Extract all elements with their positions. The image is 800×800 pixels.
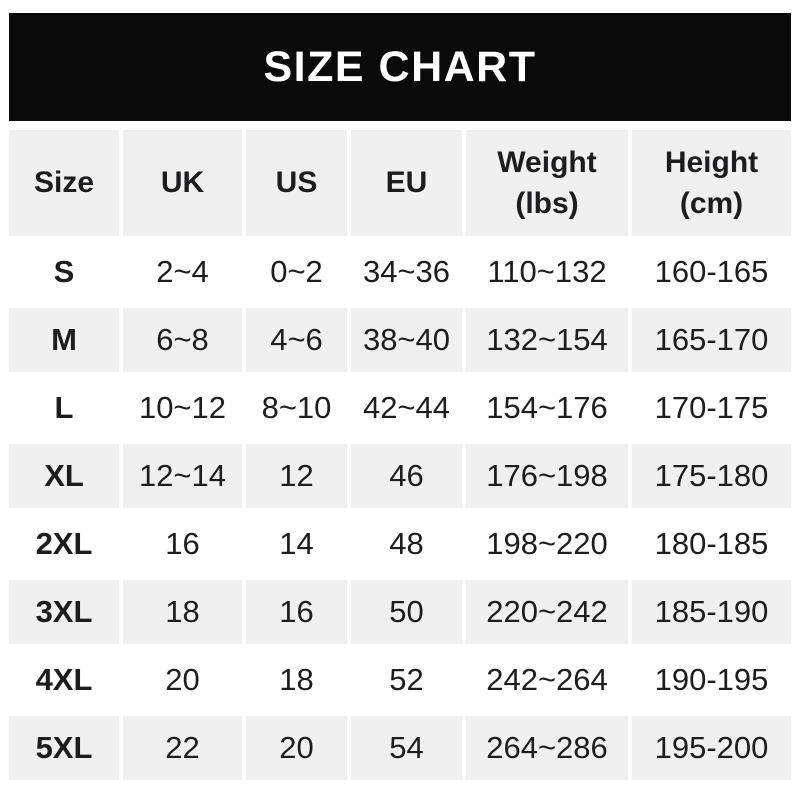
cell-uk: 2~4 xyxy=(123,240,242,304)
cell-eu: 46 xyxy=(351,444,462,508)
cell-eu: 38~40 xyxy=(351,308,462,372)
cell-eu: 52 xyxy=(351,648,462,712)
cell-us: 16 xyxy=(246,580,347,644)
cell-us: 8~10 xyxy=(246,376,347,440)
cell-height: 165-170 xyxy=(632,308,791,372)
column-header-size: Size xyxy=(9,130,119,236)
table-row-4xl: 4XL 20 18 52 242~264 190-195 xyxy=(9,648,791,712)
column-header-us: US xyxy=(246,130,347,236)
cell-height: 170-175 xyxy=(632,376,791,440)
cell-height: 195-200 xyxy=(632,716,791,780)
cell-size: L xyxy=(9,376,119,440)
cell-weight: 132~154 xyxy=(466,308,628,372)
cell-us: 18 xyxy=(246,648,347,712)
table-row-3xl: 3XL 18 16 50 220~242 185-190 xyxy=(9,580,791,644)
cell-height: 175-180 xyxy=(632,444,791,508)
cell-us: 0~2 xyxy=(246,240,347,304)
cell-weight: 242~264 xyxy=(466,648,628,712)
cell-uk: 18 xyxy=(123,580,242,644)
cell-us: 14 xyxy=(246,512,347,576)
table-header-row: Size UK US EU Weight (lbs) Height (cm) xyxy=(9,130,791,236)
table-row-5xl: 5XL 22 20 54 264~286 195-200 xyxy=(9,716,791,780)
column-header-eu: EU xyxy=(351,130,462,236)
cell-us: 12 xyxy=(246,444,347,508)
cell-height: 185-190 xyxy=(632,580,791,644)
cell-weight: 110~132 xyxy=(466,240,628,304)
page-title: SIZE CHART xyxy=(263,42,537,91)
table-row-l: L 10~12 8~10 42~44 154~176 170-175 xyxy=(9,376,791,440)
cell-size: 2XL xyxy=(9,512,119,576)
cell-size: XL xyxy=(9,444,119,508)
column-header-uk: UK xyxy=(123,130,242,236)
cell-eu: 50 xyxy=(351,580,462,644)
cell-weight: 264~286 xyxy=(466,716,628,780)
cell-eu: 54 xyxy=(351,716,462,780)
cell-height: 180-185 xyxy=(632,512,791,576)
cell-size: 3XL xyxy=(9,580,119,644)
cell-uk: 16 xyxy=(123,512,242,576)
cell-eu: 34~36 xyxy=(351,240,462,304)
cell-eu: 42~44 xyxy=(351,376,462,440)
cell-uk: 6~8 xyxy=(123,308,242,372)
table-row-m: M 6~8 4~6 38~40 132~154 165-170 xyxy=(9,308,791,372)
cell-eu: 48 xyxy=(351,512,462,576)
cell-height: 190-195 xyxy=(632,648,791,712)
cell-us: 20 xyxy=(246,716,347,780)
cell-size: 5XL xyxy=(9,716,119,780)
cell-height: 160-165 xyxy=(632,240,791,304)
size-chart-table: Size UK US EU Weight (lbs) Height (cm) S 2… xyxy=(5,126,795,784)
table-row-xl: XL 12~14 12 46 176~198 175-180 xyxy=(9,444,791,508)
cell-us: 4~6 xyxy=(246,308,347,372)
cell-size: M xyxy=(9,308,119,372)
cell-uk: 20 xyxy=(123,648,242,712)
cell-size: 4XL xyxy=(9,648,119,712)
column-header-weight: Weight (lbs) xyxy=(466,130,628,236)
title-bar: SIZE CHART xyxy=(9,13,791,121)
cell-weight: 176~198 xyxy=(466,444,628,508)
cell-uk: 12~14 xyxy=(123,444,242,508)
cell-uk: 22 xyxy=(123,716,242,780)
cell-weight: 198~220 xyxy=(466,512,628,576)
table-row-s: S 2~4 0~2 34~36 110~132 160-165 xyxy=(9,240,791,304)
cell-size: S xyxy=(9,240,119,304)
table-row-2xl: 2XL 16 14 48 198~220 180-185 xyxy=(9,512,791,576)
column-header-height: Height (cm) xyxy=(632,130,791,236)
cell-uk: 10~12 xyxy=(123,376,242,440)
cell-weight: 220~242 xyxy=(466,580,628,644)
cell-weight: 154~176 xyxy=(466,376,628,440)
